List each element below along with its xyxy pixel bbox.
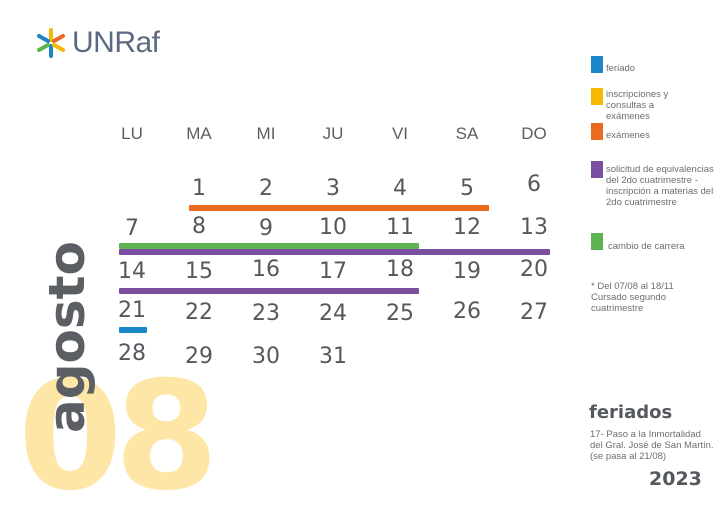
legend-label-equivalencias: solicitud de equivalencias del 2do cuatr… bbox=[606, 164, 714, 208]
weekday-vi: VI bbox=[391, 124, 409, 143]
day-20: 20 bbox=[520, 257, 548, 282]
day-7: 7 bbox=[125, 216, 139, 241]
day-29: 29 bbox=[185, 344, 213, 369]
day-18: 18 bbox=[386, 257, 414, 282]
day-2: 2 bbox=[259, 176, 273, 201]
day-26: 26 bbox=[453, 299, 481, 324]
day-15: 15 bbox=[185, 259, 213, 284]
day-10: 10 bbox=[319, 215, 347, 240]
weekday-ju: JU bbox=[322, 124, 344, 143]
day-17: 17 bbox=[319, 259, 347, 284]
equivalencias-bar-week2 bbox=[119, 249, 550, 255]
unraf-star-icon bbox=[37, 28, 65, 58]
day-23: 23 bbox=[252, 301, 280, 326]
legend-label-inscripciones: inscripciones y consultas a exámenes bbox=[606, 89, 669, 122]
logo-text: UNRaf bbox=[72, 26, 160, 59]
day-3: 3 bbox=[326, 176, 340, 201]
legend-swatch-feriado bbox=[591, 56, 603, 73]
day-1: 1 bbox=[192, 176, 206, 201]
day-5: 5 bbox=[460, 176, 474, 201]
month-number: 08 bbox=[18, 350, 219, 524]
day-12: 12 bbox=[453, 215, 481, 240]
day-28: 28 bbox=[118, 341, 146, 366]
legend-swatch-equivalencias bbox=[591, 161, 603, 178]
day-22: 22 bbox=[185, 300, 213, 325]
legend-label-examenes: exámenes bbox=[606, 130, 650, 141]
day-8: 8 bbox=[192, 214, 206, 239]
day-6: 6 bbox=[527, 172, 541, 197]
legend-swatch-examenes bbox=[591, 123, 603, 140]
weekday-mi: MI bbox=[256, 124, 276, 143]
weekday-do: DO bbox=[521, 124, 547, 143]
day-31: 31 bbox=[319, 344, 347, 369]
day-24: 24 bbox=[319, 301, 347, 326]
cursado-note: * Del 07/08 al 18/11 Cursado segundo cua… bbox=[591, 281, 674, 314]
day-14: 14 bbox=[118, 259, 146, 284]
day-4: 4 bbox=[393, 176, 407, 201]
day-11: 11 bbox=[386, 215, 414, 240]
weekday-sa: SA bbox=[455, 124, 479, 143]
day-13: 13 bbox=[520, 215, 548, 240]
weekday-ma: MA bbox=[186, 124, 212, 143]
day-25: 25 bbox=[386, 301, 414, 326]
equivalencias-bar-week3 bbox=[119, 288, 419, 294]
legend-swatch-cambio-carrera bbox=[591, 233, 603, 250]
feriado-bar bbox=[119, 327, 147, 333]
year: 2023 bbox=[649, 468, 702, 490]
day-19: 19 bbox=[453, 259, 481, 284]
day-16: 16 bbox=[252, 257, 280, 282]
cambio-carrera-bar bbox=[119, 243, 419, 249]
day-27: 27 bbox=[520, 300, 548, 325]
examenes-bar bbox=[189, 205, 489, 211]
unraf-logo: UNRaf bbox=[36, 26, 160, 60]
weekday-lu: LU bbox=[121, 124, 143, 143]
legend-label-cambio-carrera: cambio de carrera bbox=[608, 241, 685, 252]
day-9: 9 bbox=[259, 216, 273, 241]
feriados-title: feriados bbox=[589, 402, 673, 423]
feriados-description: 17- Paso a la Inmortalidad del Gral. Jos… bbox=[590, 429, 714, 462]
day-30: 30 bbox=[252, 344, 280, 369]
legend-label-feriado: feriado bbox=[606, 63, 636, 74]
day-21: 21 bbox=[118, 298, 146, 323]
month-name: agosto bbox=[38, 241, 96, 433]
legend-swatch-inscripciones bbox=[591, 88, 603, 105]
